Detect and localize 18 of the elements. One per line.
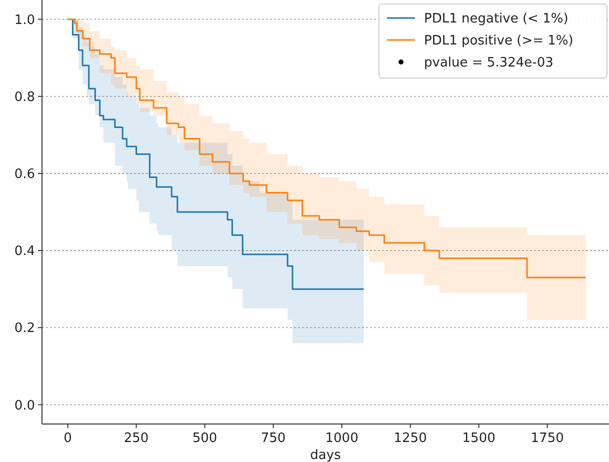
y-tick-label: 0.0 bbox=[14, 398, 35, 414]
x-tick-label: 1500 bbox=[462, 431, 496, 446]
y-tick-label: 1.0 bbox=[14, 12, 35, 28]
x-tick-label: 500 bbox=[192, 431, 218, 446]
y-tick-label: 0.2 bbox=[14, 321, 35, 336]
annotation: pvalue = 5.324e-03 bbox=[424, 56, 554, 71]
x-tick-label: 750 bbox=[260, 431, 286, 446]
x-tick-label: 1250 bbox=[394, 431, 427, 446]
x-tick-label: 0 bbox=[64, 431, 72, 446]
x-axis-title: days bbox=[310, 448, 342, 462]
y-tick-label: 0.8 bbox=[14, 90, 35, 105]
legend-label: PDL1 negative (< 1%) bbox=[424, 12, 568, 27]
y-tick-label: 0.6 bbox=[14, 167, 35, 182]
x-tick-label: 1750 bbox=[530, 431, 564, 446]
x-tick-label: 1000 bbox=[325, 431, 358, 446]
legend-label: PDL1 positive (>= 1%) bbox=[424, 34, 574, 49]
x-tick-label: 250 bbox=[124, 431, 149, 446]
y-tick-label: 0.4 bbox=[14, 244, 35, 260]
